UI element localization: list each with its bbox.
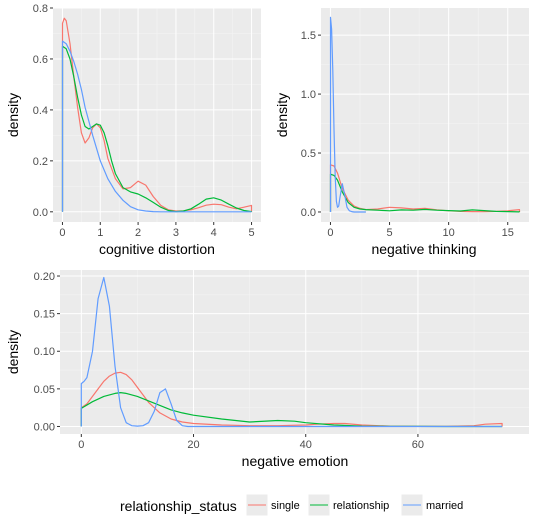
x-tick-label: 3	[173, 227, 179, 239]
x-tick-label: 20	[187, 439, 199, 451]
x-tick-label: 10	[443, 227, 455, 239]
y-axis-title: density	[5, 330, 21, 374]
density-curve-single	[61, 17, 253, 212]
y-tick-label: 0.00	[34, 421, 55, 433]
x-tick-label: 0	[327, 227, 333, 239]
y-tick-label: 0.5	[301, 148, 316, 160]
x-axis-title: negative emotion	[242, 453, 349, 469]
panel-1: 0 1 2 3 4 5 0.0 0.2 0.4 0.6 0.8 cognitive distortio…	[5, 3, 261, 257]
x-tick-label: 40	[300, 439, 312, 451]
x-tick-label: 5	[386, 227, 392, 239]
x-axis-title: negative thinking	[371, 241, 476, 257]
x-tick-label: 5	[248, 227, 254, 239]
panel-3: 0 20 40 60 0.00 0.05 0.10 0.15 0.20 negative emot…	[5, 270, 529, 469]
y-tick-label: 0.2	[33, 156, 48, 168]
density-curve-married	[80, 276, 503, 428]
density-curve-single	[329, 164, 521, 213]
y-tick-label: 0.8	[33, 3, 48, 15]
y-axis-title: density	[5, 93, 21, 137]
legend-label-single: single	[271, 500, 300, 512]
y-tick-label: 0.10	[34, 346, 55, 358]
x-tick-label: 60	[412, 439, 424, 451]
y-tick-label: 1.0	[301, 89, 316, 101]
panels: 0 1 2 3 4 5 0.0 0.2 0.4 0.6 0.8 cognitive distortio…	[5, 3, 529, 469]
y-tick-label: 0.15	[34, 309, 55, 321]
legend: relationship_status single relationship …	[120, 493, 463, 517]
y-tick-label: 1.5	[301, 30, 316, 42]
y-tick-label: 0.0	[33, 207, 48, 219]
x-tick-label: 0	[59, 227, 65, 239]
y-tick-label: 0.0	[301, 207, 316, 219]
x-tick-label: 1	[97, 227, 103, 239]
density-curve-relationship	[329, 173, 521, 213]
x-tick-label: 4	[211, 227, 217, 239]
legend-label-married: married	[426, 500, 463, 512]
x-tick-label: 0	[78, 439, 84, 451]
x-axis-title: cognitive distortion	[99, 241, 215, 257]
x-tick-label: 15	[502, 227, 514, 239]
y-tick-label: 0.20	[34, 271, 55, 283]
y-tick-label: 0.4	[33, 105, 48, 117]
y-tick-label: 0.05	[34, 384, 55, 396]
panel-2: 0 5 10 15 0.0 0.5 1.0 1.5 negative thinking densi…	[274, 8, 529, 257]
y-axis-title: density	[274, 93, 290, 137]
panel-background	[60, 270, 529, 434]
y-tick-label: 0.6	[33, 54, 48, 66]
legend-title: relationship_status	[120, 498, 237, 514]
x-tick-label: 2	[135, 227, 141, 239]
density-curve-relationship	[61, 45, 253, 213]
density-curve-married	[329, 16, 366, 213]
legend-label-relationship: relationship	[333, 500, 389, 512]
density-curve-married	[61, 40, 252, 213]
panel-background	[321, 8, 529, 222]
